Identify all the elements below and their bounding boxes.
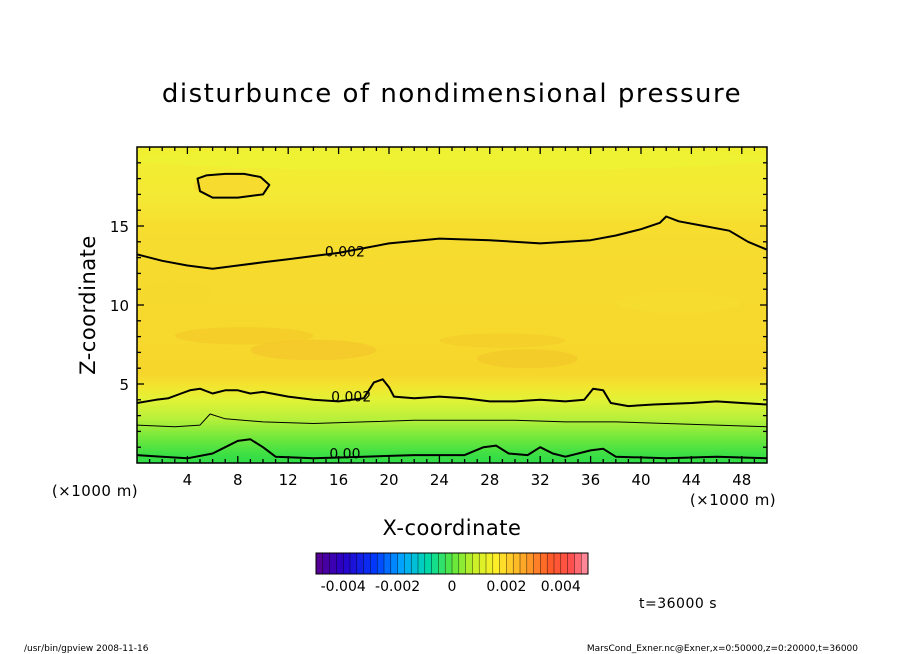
field-patches	[137, 147, 767, 369]
colorbar-cell	[452, 553, 460, 574]
colorbar-cell	[431, 553, 439, 574]
colorbar-cell	[479, 553, 487, 574]
x-tick-label: 16	[329, 471, 348, 489]
y-tick-label: 10	[110, 297, 129, 315]
colorbar-cell	[560, 553, 568, 574]
colorbar-tick-label: -0.002	[375, 579, 420, 595]
colorbar-cell	[472, 553, 480, 574]
contour-lines	[137, 172, 767, 460]
footer-right-note: MarsCond_Exner.nc@Exner,x=0:50000,z=0:20…	[587, 644, 858, 654]
colorbar-cell	[499, 553, 507, 574]
colorbar-cell	[424, 553, 432, 574]
colorbar-cell	[513, 553, 521, 574]
x-unit-label: (×1000 m)	[690, 491, 776, 509]
x-tick-label: 24	[430, 471, 449, 489]
colorbar-cell	[554, 553, 562, 574]
x-axis: 4 8 12 16 20 24 28 32 36 40 44 48	[148, 147, 756, 489]
field-patch	[615, 292, 742, 313]
colorbar-cell	[458, 553, 466, 574]
chart-title: disturbunce of nondimensional pressure	[162, 79, 742, 109]
colorbar-cell	[574, 553, 582, 574]
x-tick-label: 36	[581, 471, 600, 489]
contour-line	[137, 378, 767, 408]
colorbar-cell	[547, 553, 555, 574]
x-tick-label: 8	[233, 471, 243, 489]
colorbar-cell	[329, 553, 337, 574]
x-tick-label: 12	[279, 471, 298, 489]
colorbar-cell	[567, 553, 575, 574]
colorbar-tick-label: -0.004	[321, 579, 366, 595]
colorbar-cell	[418, 553, 426, 574]
colorbar-tick-label: 0.002	[486, 579, 526, 595]
colorbar-cell	[526, 553, 534, 574]
field-patch	[174, 327, 314, 345]
colorbar-cell	[384, 553, 392, 574]
y-unit-label: (×1000 m)	[52, 482, 138, 500]
x-tick-label: 28	[480, 471, 499, 489]
colorbar-cell	[397, 553, 405, 574]
colorbar-tick-label: 0.004	[541, 579, 581, 595]
x-tick-label: 20	[379, 471, 398, 489]
field-patch	[439, 333, 566, 348]
y-axis: 5 10 15	[110, 162, 767, 448]
contour-line	[196, 172, 271, 199]
x-tick-label: 40	[631, 471, 650, 489]
y-tick-label: 15	[110, 218, 129, 236]
colorbar-tick-label: 0	[448, 579, 457, 595]
contour-label: 0.00	[329, 447, 360, 463]
footer-left-note: /usr/bin/gpview 2008-11-16	[24, 644, 149, 654]
colorbar-cell	[533, 553, 541, 574]
colorbar-cell	[390, 553, 398, 574]
colorbar-cell	[520, 553, 528, 574]
time-label: t=36000 s	[639, 596, 717, 612]
field-patch	[477, 349, 578, 369]
y-axis-label: Z-coordinate	[76, 235, 100, 375]
colorbar-cell	[336, 553, 344, 574]
colorbar: -0.004 -0.002 0 0.002 0.004	[315, 552, 589, 595]
contour-line	[137, 438, 767, 460]
colorbar-cell	[316, 553, 324, 574]
colorbar-cell	[438, 553, 446, 574]
colorbar-cell	[492, 553, 500, 574]
colorbar-cell	[370, 553, 378, 574]
plot-area	[137, 147, 767, 463]
x-tick-label: 48	[732, 471, 751, 489]
colorbar-cell	[581, 553, 589, 574]
field-patch	[193, 173, 270, 198]
colorbar-cell	[445, 553, 453, 574]
colorbar-cell	[411, 553, 419, 574]
y-tick-label: 5	[119, 376, 129, 394]
contour-label: 0.002	[325, 244, 365, 260]
colorbar-cell	[506, 553, 514, 574]
x-tick-label: 32	[531, 471, 550, 489]
contour-labels: 0.002 0.002 0.00	[325, 244, 371, 462]
field-patch	[250, 339, 377, 361]
colorbar-cell	[540, 553, 548, 574]
colorbar-frame	[315, 552, 589, 575]
colorbar-cell	[350, 553, 358, 574]
x-tick-label: 44	[682, 471, 701, 489]
colorbar-cell	[404, 553, 412, 574]
colorbar-cell	[363, 553, 371, 574]
field-patch	[137, 281, 213, 305]
contour-label: 0.002	[331, 390, 371, 406]
x-tick-label: 4	[183, 471, 193, 489]
colorbar-cell	[465, 553, 473, 574]
field-patch	[137, 147, 767, 171]
colorbar-cell	[322, 553, 330, 574]
x-axis-label: X-coordinate	[383, 516, 522, 540]
colorbar-cell	[343, 553, 351, 574]
contour-line	[137, 413, 767, 428]
colorbar-cell	[377, 553, 385, 574]
colorbar-cell	[486, 553, 494, 574]
contour-line	[137, 215, 767, 270]
colorbar-cell	[356, 553, 364, 574]
